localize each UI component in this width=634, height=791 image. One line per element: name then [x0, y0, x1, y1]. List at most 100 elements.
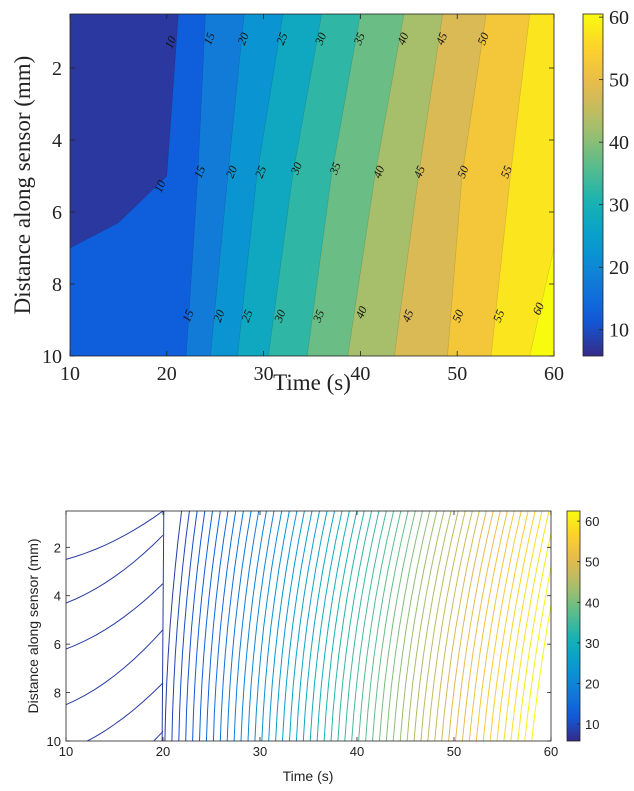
contour-label: 35 — [350, 31, 368, 48]
contour-line — [461, 511, 501, 741]
contour-line — [517, 530, 551, 741]
contour-band — [529, 248, 554, 356]
contour-line — [475, 511, 515, 741]
contour-label: 35 — [326, 160, 344, 177]
y-axis-label: Distance along sensor (mm) — [25, 538, 41, 713]
contour-line — [406, 511, 445, 741]
contour-label: 25 — [238, 308, 255, 324]
y-tick-label: 4 — [54, 589, 61, 604]
contour-line — [351, 511, 387, 741]
contour-line — [323, 511, 358, 741]
contour-line — [205, 511, 229, 741]
contour-label: 10 — [162, 34, 179, 50]
contour-line — [358, 511, 395, 741]
y-tick-label: 6 — [52, 202, 62, 224]
contour-line — [226, 511, 252, 741]
colorbar-tick-label: 20 — [609, 257, 629, 279]
contour-line — [247, 511, 275, 741]
contour-line — [448, 511, 487, 741]
y-axis-ticks: 2 4 6 8 10 — [42, 58, 554, 368]
contour-label: 40 — [352, 304, 369, 320]
colorbar-tick-label: 60 — [609, 7, 629, 29]
plot-frame — [65, 510, 552, 742]
contour-line — [212, 511, 237, 741]
contour-line — [365, 511, 402, 741]
contour-line — [427, 511, 466, 741]
y-tick-label: 10 — [42, 346, 62, 368]
contour-line — [171, 511, 190, 741]
contour-line — [399, 511, 438, 741]
contour-label: 50 — [454, 164, 471, 180]
contour-label: 10 — [151, 178, 168, 194]
contour-line — [261, 511, 290, 741]
contour-line — [306, 14, 361, 356]
colorbar-tick-label: 30 — [585, 636, 599, 651]
colorbar-tick-label: 60 — [585, 514, 599, 529]
contour-label: 25 — [273, 31, 290, 47]
colorbar-tick-label: 10 — [585, 717, 599, 732]
plot-frame — [69, 13, 555, 357]
contour-line — [268, 511, 298, 741]
contour-label: 35 — [309, 308, 327, 325]
contour-line — [372, 511, 409, 741]
filled-contour-chart: 10 15 20 25 30 35 40 45 50 10 15 20 25 30 35 40 45 50 55 15… — [10, 7, 629, 395]
contour-line — [529, 233, 554, 356]
contour-labels: 10 15 20 25 30 35 40 45 50 10 15 20 25 30 35 40 45 50 55 15… — [151, 31, 547, 325]
contour-line — [482, 511, 522, 741]
contour-line — [199, 511, 221, 741]
contour-line — [531, 602, 551, 741]
y-tick-label: 2 — [52, 58, 62, 80]
x-axis-ticks: 10 20 30 40 50 60 — [60, 14, 564, 385]
x-tick-label: 30 — [253, 744, 267, 759]
contour-line — [441, 511, 480, 741]
contour-line — [219, 511, 244, 741]
contour-label: 30 — [271, 308, 289, 325]
x-tick-label: 20 — [157, 363, 177, 385]
contour-label: 25 — [252, 164, 269, 180]
contour-label: 50 — [474, 31, 491, 47]
contour-label: 50 — [449, 308, 466, 324]
contour-label: 30 — [287, 160, 305, 177]
contour-label: 60 — [530, 301, 547, 317]
contour-label: 55 — [498, 164, 515, 180]
x-tick-label: 40 — [350, 744, 364, 759]
contour-label: 20 — [223, 164, 240, 180]
x-tick-label: 10 — [59, 744, 73, 759]
contour-line — [420, 511, 459, 741]
contour-label: 40 — [394, 31, 411, 47]
contour-line — [455, 511, 494, 741]
contour-line — [503, 511, 543, 741]
contour-line — [524, 564, 551, 741]
contour-line — [240, 511, 267, 741]
contour-label: 45 — [411, 164, 428, 180]
contour-line — [161, 511, 165, 741]
contour-line — [275, 511, 305, 741]
colorbar-tick-label: 40 — [609, 132, 629, 154]
contour-label: 45 — [433, 31, 450, 47]
x-tick-label: 50 — [447, 744, 461, 759]
colorbar-ticks: 10 20 30 40 50 60 — [577, 514, 599, 732]
contour-line — [413, 511, 452, 741]
filled-contour-regions — [70, 14, 554, 356]
contour-line — [70, 14, 179, 249]
contour-label: 20 — [210, 308, 227, 324]
x-axis-label: Time (s) — [283, 768, 334, 784]
contour-label: 15 — [191, 164, 208, 180]
contour-line — [66, 629, 164, 706]
contour-line — [86, 682, 164, 741]
contour-line — [385, 511, 423, 741]
x-tick-label: 40 — [350, 363, 370, 385]
contour-label: 55 — [490, 308, 507, 324]
contour-line — [178, 511, 198, 741]
contour-line — [316, 511, 350, 741]
contour-line — [302, 511, 335, 741]
y-tick-label: 10 — [47, 734, 61, 749]
contour-line — [347, 14, 405, 356]
contour-line — [330, 511, 365, 741]
colorbar-tick-label: 30 — [609, 195, 629, 217]
x-tick-label: 60 — [544, 744, 558, 759]
colorbar-ticks: 10 20 30 40 50 60 — [599, 7, 629, 342]
contour-line — [164, 511, 183, 741]
x-axis-label: Time (s) — [273, 370, 351, 395]
contour-line — [185, 14, 206, 356]
